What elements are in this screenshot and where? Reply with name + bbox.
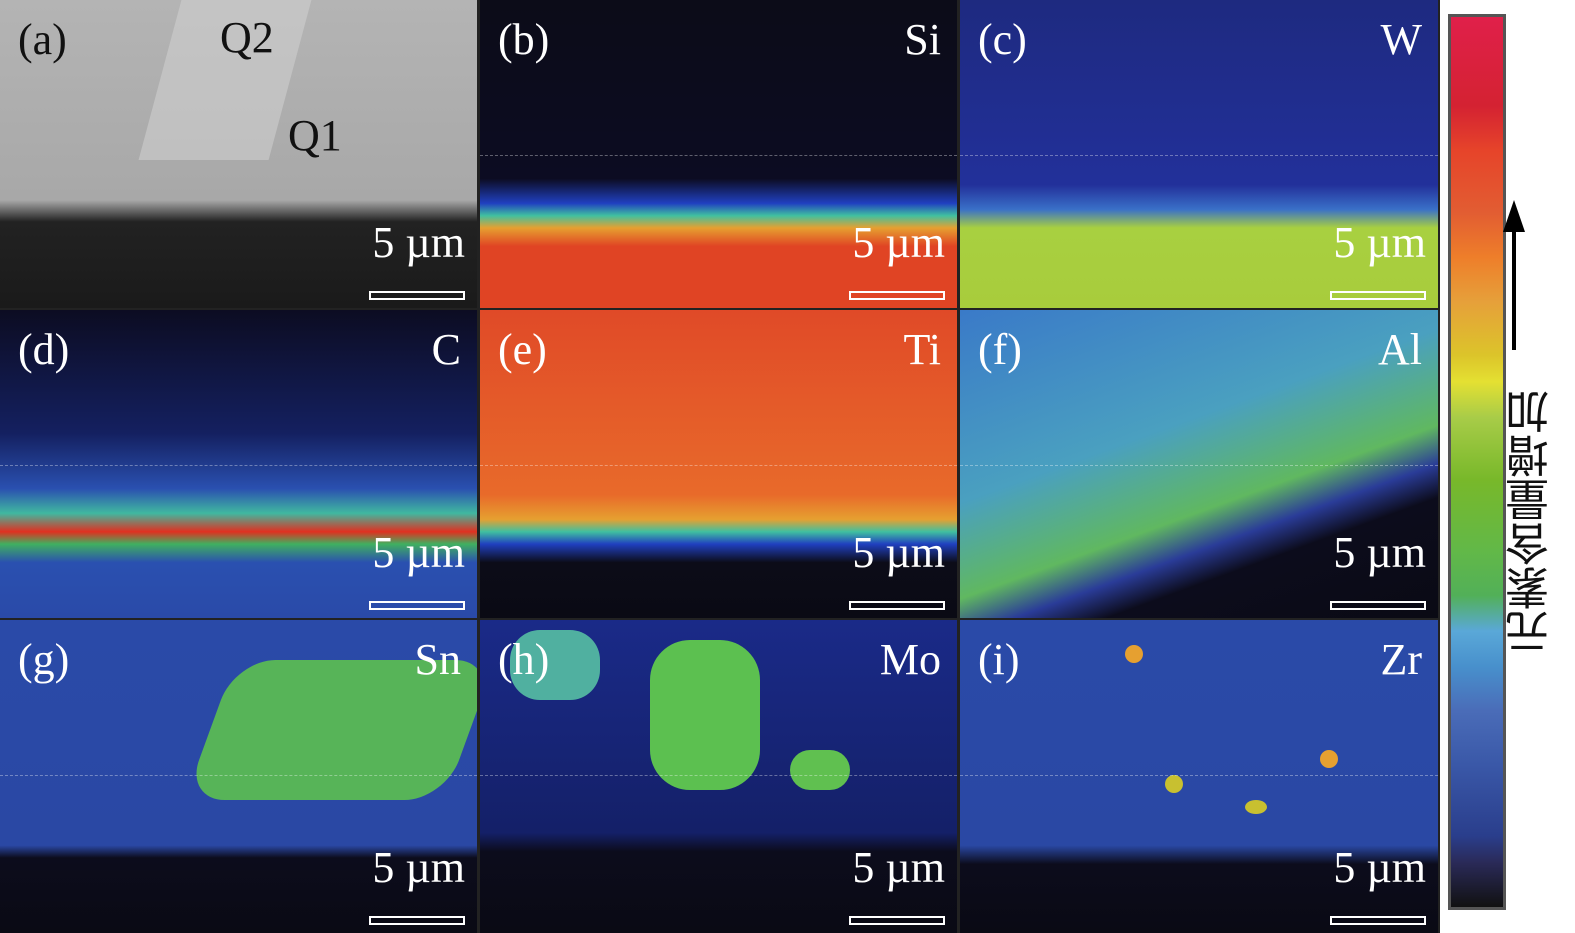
panel-label: (h) bbox=[498, 635, 550, 684]
colorbar-label: 元素含量增加 bbox=[1506, 390, 1557, 654]
scale-bar-label: 5 µm bbox=[372, 843, 465, 892]
panel-f-al: (f) Al 5 µm bbox=[960, 310, 1438, 618]
scale-bar bbox=[1330, 916, 1426, 925]
scale-bar-label: 5 µm bbox=[1333, 528, 1426, 577]
panel-b-si: (b) Si 5 µm bbox=[480, 0, 957, 308]
panel-label: (i) bbox=[978, 635, 1020, 684]
panel-label: (a) bbox=[18, 15, 67, 64]
scale-bar bbox=[849, 601, 945, 610]
element-label: W bbox=[1380, 15, 1422, 64]
element-label: Al bbox=[1378, 325, 1422, 374]
scale-bar-label: 5 µm bbox=[1333, 843, 1426, 892]
panel-a-sem: Q2 Q1 (a) 5 µm bbox=[0, 0, 477, 308]
annotation-q1: Q1 bbox=[288, 111, 342, 160]
element-label: C bbox=[431, 325, 461, 374]
panel-label: (b) bbox=[498, 15, 550, 64]
panel-i-zr: (i) Zr 5 µm bbox=[960, 620, 1438, 933]
scale-bar-label: 5 µm bbox=[852, 843, 945, 892]
element-map-grid: Q2 Q1 (a) 5 µm (b) Si 5 µm (c) W 5 µm (d… bbox=[0, 0, 1440, 933]
scale-bar bbox=[849, 291, 945, 300]
scale-bar bbox=[1330, 291, 1426, 300]
scale-bar-label: 5 µm bbox=[852, 218, 945, 267]
panel-label: (e) bbox=[498, 325, 547, 374]
scale-bar-label: 5 µm bbox=[852, 528, 945, 577]
colorbar bbox=[1448, 14, 1506, 910]
panel-label: (f) bbox=[978, 325, 1022, 374]
scale-bar bbox=[369, 601, 465, 610]
scale-bar-label: 5 µm bbox=[1333, 218, 1426, 267]
scale-bar-label: 5 µm bbox=[372, 528, 465, 577]
element-label: Sn bbox=[414, 635, 461, 684]
panel-d-c: (d) C 5 µm bbox=[0, 310, 477, 618]
panel-label: (g) bbox=[18, 635, 70, 684]
scale-bar bbox=[369, 916, 465, 925]
scale-bar bbox=[1330, 601, 1426, 610]
panel-e-ti: (e) Ti 5 µm bbox=[480, 310, 957, 618]
element-label: Si bbox=[904, 15, 941, 64]
panel-label: (d) bbox=[18, 325, 70, 374]
annotation-q2: Q2 bbox=[220, 13, 274, 62]
scale-bar bbox=[849, 916, 945, 925]
scale-bar bbox=[369, 291, 465, 300]
element-label: Ti bbox=[903, 325, 941, 374]
arrow-shaft bbox=[1512, 220, 1516, 350]
panel-g-sn: (g) Sn 5 µm bbox=[0, 620, 477, 933]
panel-label: (c) bbox=[978, 15, 1027, 64]
element-label: Zr bbox=[1380, 635, 1422, 684]
element-label: Mo bbox=[879, 635, 941, 684]
panel-h-mo: (h) Mo 5 µm bbox=[480, 620, 957, 933]
panel-c-w: (c) W 5 µm bbox=[960, 0, 1438, 308]
scale-bar-label: 5 µm bbox=[372, 218, 465, 267]
arrow-up-icon bbox=[1503, 200, 1525, 232]
